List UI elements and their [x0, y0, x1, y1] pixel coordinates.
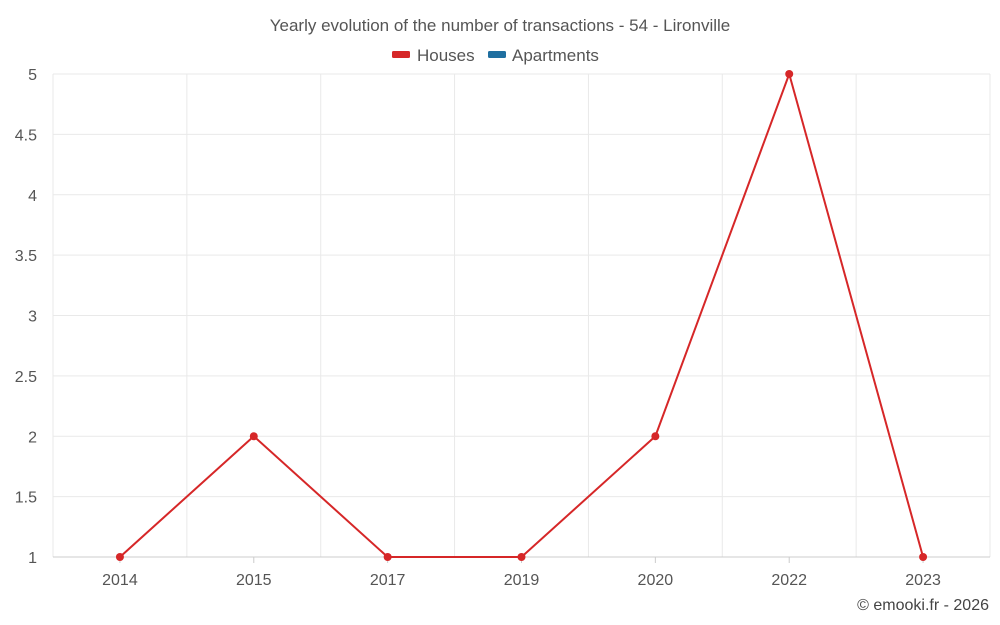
x-axis: 2014 2015 2017 2019 2020 2022 2023	[53, 556, 990, 589]
grid	[52, 73, 991, 557]
y-tick-label: 2.5	[15, 369, 37, 386]
y-tick-label: 4.5	[15, 127, 37, 144]
legend-item-apartments[interactable]: Apartments	[488, 46, 599, 65]
legend-swatch-houses	[392, 51, 410, 58]
x-tick-label: 2014	[102, 572, 138, 589]
legend-label-houses: Houses	[417, 46, 475, 65]
y-tick-label: 2	[28, 429, 37, 446]
data-point-houses-2020[interactable]	[651, 432, 660, 441]
data-point-houses-2014[interactable]	[115, 553, 124, 561]
y-tick-label: 5	[28, 67, 37, 84]
legend-swatch-apartments	[488, 51, 506, 58]
series-houses	[115, 70, 928, 561]
x-tick-label: 2020	[638, 572, 674, 589]
data-point-houses-2015[interactable]	[249, 432, 258, 441]
y-tick-label: 1.5	[15, 490, 37, 507]
y-tick-label: 3	[28, 309, 37, 326]
x-tick-label: 2023	[905, 572, 941, 589]
data-point-houses-2019[interactable]	[517, 553, 526, 561]
y-tick-label: 4	[28, 188, 37, 205]
legend-label-apartments: Apartments	[512, 46, 599, 65]
x-tick-label: 2019	[504, 572, 540, 589]
y-tick-label: 1	[28, 550, 37, 567]
data-point-houses-2022[interactable]	[785, 70, 794, 78]
data-point-houses-2017[interactable]	[383, 553, 392, 561]
x-tick-label: 2015	[236, 572, 272, 589]
legend-item-houses[interactable]: Houses	[392, 46, 475, 65]
legend: Houses Apartments	[392, 46, 599, 65]
x-tick-label: 2017	[370, 572, 406, 589]
credit-text: © emooki.fr - 2026	[857, 597, 989, 614]
y-axis: 1 1.5 2 2.5 3 3.5 4 4.5 5	[15, 67, 37, 567]
y-tick-label: 3.5	[15, 248, 37, 265]
chart-title: Yearly evolution of the number of transa…	[270, 16, 731, 35]
data-point-houses-2023[interactable]	[919, 553, 928, 561]
x-tick-label: 2022	[771, 572, 807, 589]
